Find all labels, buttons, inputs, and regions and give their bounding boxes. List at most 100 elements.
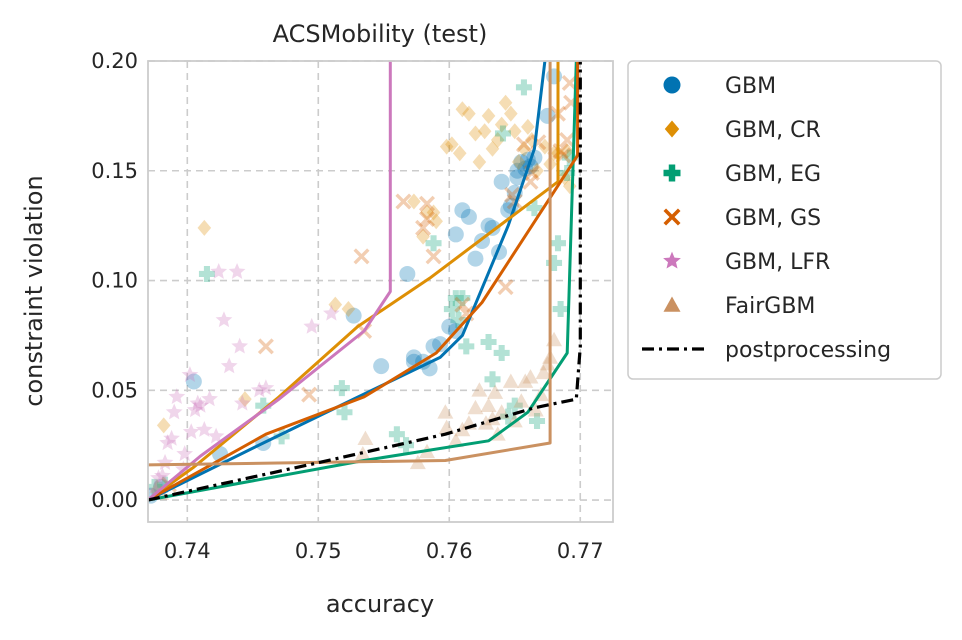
- gbm-eg-point: [255, 397, 272, 414]
- fairgbm-point: [535, 364, 552, 380]
- chart-title: ACSMobility (test): [273, 20, 488, 48]
- gbm-gs-point: [425, 248, 442, 265]
- gbm-lfr-point: [181, 366, 199, 383]
- gbm-eg-point: [398, 437, 415, 454]
- gbm-gs-point: [257, 338, 274, 355]
- gbm-lfr-point: [207, 427, 225, 444]
- gbm-lfr-point: [210, 262, 228, 279]
- gbm-point: [509, 162, 526, 179]
- axis-ticks: 0.74 0.75 0.76 0.77 0.00 0.05 0.10 0.15 0.20: [91, 49, 603, 563]
- gbm-cr-point: [238, 391, 252, 408]
- gbm-cr-point: [439, 138, 454, 155]
- gbm-cr-point: [472, 153, 487, 170]
- postprocessing-frontier-line: [148, 61, 582, 502]
- gbm-cr-point: [468, 125, 483, 142]
- legend-swatch-gbm: [663, 76, 681, 94]
- gbm-lfr-point: [233, 394, 251, 411]
- x-tick-label: 0.75: [295, 539, 342, 563]
- gbm-lfr-point: [148, 482, 165, 499]
- gbm-cr-point: [504, 105, 518, 122]
- gbm-gs-point: [419, 195, 435, 212]
- fairgbm-point: [454, 421, 471, 437]
- gbm-lfr-point: [159, 434, 177, 451]
- gbm-point: [513, 153, 530, 170]
- gbm-cr-point: [481, 107, 496, 124]
- legend-label-gbm-cr: GBM, CR: [725, 118, 821, 143]
- gbm-cr-point: [156, 417, 171, 434]
- fairgbm-point: [487, 384, 504, 399]
- fairgbm-point: [546, 331, 563, 347]
- gbm-eg-point: [450, 312, 467, 329]
- gbm-point: [454, 202, 471, 219]
- gbm-eg-point: [494, 125, 511, 142]
- gbm-lfr-point: [250, 381, 268, 398]
- gbm-lfr-point: [257, 379, 275, 396]
- gbm-point: [345, 307, 362, 324]
- gbm-lfr-point: [303, 317, 321, 334]
- gbm-gs-point: [353, 248, 370, 265]
- gbm-eg-point: [561, 149, 578, 166]
- gbm-frontier-line: [148, 61, 547, 502]
- gbm-cr-point: [462, 105, 476, 122]
- gbm-cr-point: [511, 153, 526, 170]
- gbm-lfr-point: [195, 421, 213, 437]
- gbm-eg-point: [526, 200, 543, 217]
- plot-frame: [147, 60, 614, 523]
- gbm-cr-point: [445, 136, 459, 153]
- x-tick-label: 0.74: [164, 539, 211, 563]
- gbm-point: [399, 265, 416, 282]
- gbm-gs-point: [419, 211, 435, 228]
- gbm-lfr-point: [154, 467, 171, 484]
- gbm-lfr-point: [163, 429, 180, 446]
- gbm-point: [546, 68, 563, 85]
- gbm-eg-point: [425, 235, 442, 252]
- gbm-cr-point: [420, 204, 434, 221]
- legend: GBM GBM, CR GBM, EG GBM, GS GBM, LFR FairGBM p…: [627, 60, 942, 380]
- gbm-cr-point: [521, 118, 535, 135]
- y-tick-label: 0.05: [91, 378, 138, 402]
- gbm-eg-point: [515, 79, 532, 96]
- legend-label-fairgbm: FairGBM: [725, 294, 815, 319]
- x-tick-label: 0.77: [557, 539, 604, 563]
- fairgbm-point: [480, 397, 497, 413]
- gbm-point: [484, 219, 501, 236]
- gbm-point: [467, 250, 484, 267]
- gbm-lfr-point: [220, 357, 238, 374]
- gbm-eg-point: [198, 265, 215, 282]
- frontier-lines: [148, 61, 582, 502]
- gbm-gs-point: [561, 74, 578, 91]
- gbm-gs-point: [559, 132, 576, 149]
- gbm-point: [432, 336, 449, 353]
- fairgbm-frontier-line: [148, 61, 552, 467]
- gbm-cr-point: [562, 178, 577, 195]
- gbm-cr-point: [517, 140, 531, 157]
- gbm-eg-frontier-line: [148, 61, 578, 502]
- gbm-lfr-point: [201, 390, 218, 407]
- gbm-lfr-point: [156, 453, 174, 470]
- gbm-cr-point: [494, 116, 509, 133]
- gbm-cr-point: [328, 296, 343, 313]
- gbm-cr-point: [426, 204, 441, 221]
- gbm-cr-point: [530, 162, 544, 179]
- gbm-cr-point: [507, 123, 522, 140]
- gbm-cr-point: [498, 94, 513, 111]
- legend-swatch-gbm-cr: [664, 120, 680, 138]
- scatter-points: [148, 68, 580, 504]
- gbm-lfr-point: [231, 337, 249, 354]
- gbm-lfr-point: [168, 388, 186, 404]
- gbm-cr-point: [560, 143, 574, 160]
- gbm-gs-point: [522, 173, 539, 190]
- gbm-gs-point: [395, 193, 412, 210]
- legend-swatch-gbm-lfr: [663, 251, 681, 269]
- gbm-eg-point: [443, 301, 460, 318]
- gbm-eg-point: [480, 333, 497, 350]
- gbm-eg-point: [148, 478, 163, 495]
- fairgbm-point: [522, 369, 539, 384]
- gbm-eg-point: [447, 290, 464, 307]
- gbm-gs-frontier-line: [148, 61, 580, 502]
- gbm-cr-point: [341, 301, 356, 318]
- gbm-cr-point: [407, 193, 421, 210]
- gbm-lfr-point: [186, 401, 204, 418]
